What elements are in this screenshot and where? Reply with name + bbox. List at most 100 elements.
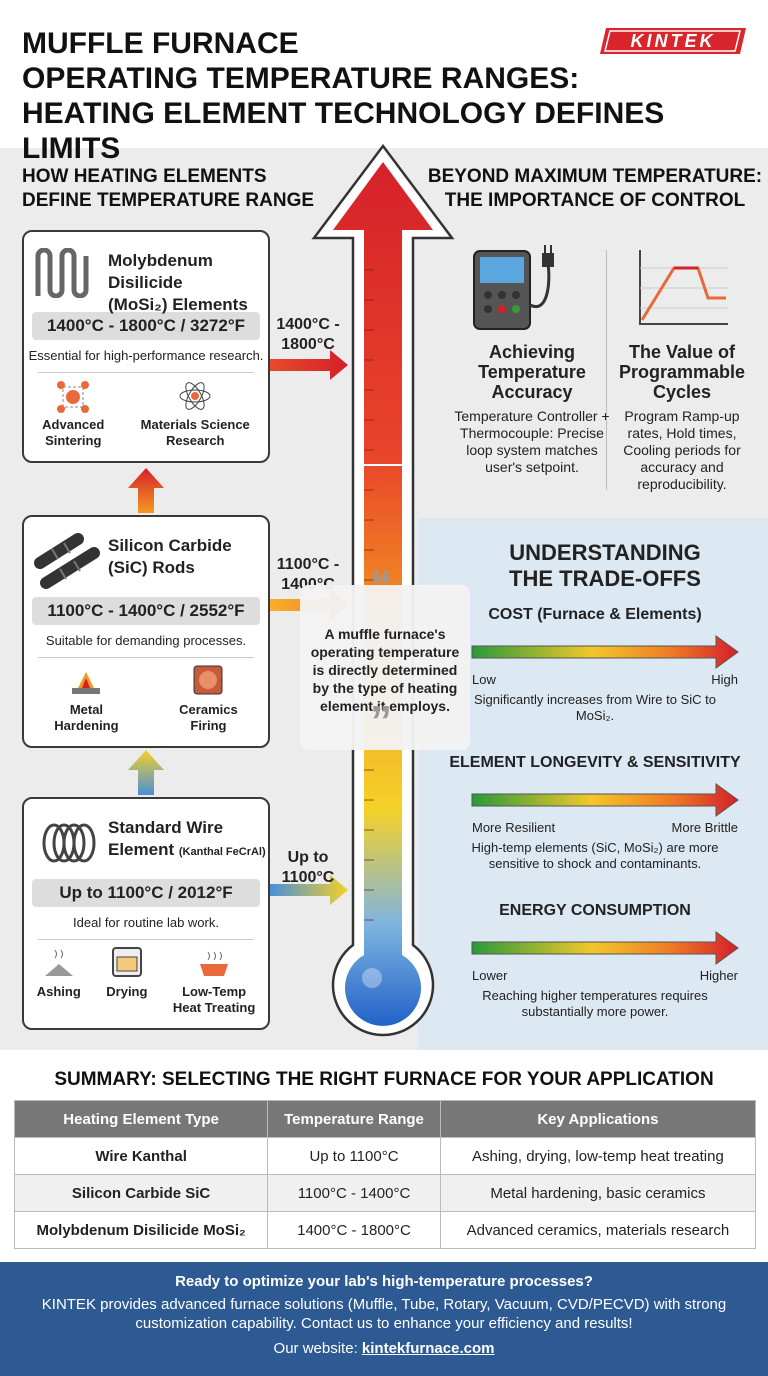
text: Drying [106, 984, 148, 999]
text: UNDERSTANDING [509, 540, 701, 565]
decoration [529, 264, 551, 309]
text: Sintering [45, 433, 102, 448]
high-label: Higher [699, 968, 738, 983]
text: HOW HEATING ELEMENTS [22, 166, 267, 187]
decoration [73, 560, 81, 572]
text: 1100°C - 1400°C [267, 1174, 441, 1212]
section-heading: UNDERSTANDING THE TRADE-OFFS [430, 540, 768, 592]
text: Element [108, 840, 175, 859]
decoration [40, 547, 100, 589]
decoration: Materials Science Research [141, 379, 250, 449]
text: DEFINE TEMPERATURE RANGE [22, 190, 315, 211]
decoration: Drying [106, 946, 147, 1016]
text: Programmable [618, 362, 746, 382]
text: Program Ramp-up rates, Hold times, Cooli… [623, 408, 741, 492]
decoration [179, 389, 211, 403]
element-card: Silicon Carbide (SiC) Rods 1100°C - 1400°… [22, 515, 270, 748]
quote: “ A muffle furnace's operating temperatu… [300, 564, 470, 750]
decoration [44, 949, 73, 976]
decoration [207, 951, 223, 961]
text: Ideal for routine lab work. [73, 915, 219, 930]
decoration [66, 390, 81, 404]
decoration [81, 381, 90, 389]
decoration [63, 542, 71, 554]
decoration [484, 291, 492, 299]
text: 1400°C - [276, 316, 340, 333]
temp-label: Up to 1100°C [268, 848, 348, 888]
tradeoff-note: Significantly increases from Wire to SiC… [473, 692, 717, 723]
decoration: Heating Element Type Temperature Range Key… [13, 1100, 757, 1138]
decoration [116, 956, 138, 972]
decoration [51, 542, 81, 580]
decoration [600, 28, 746, 54]
decoration [270, 350, 348, 380]
text: THE TRADE-OFFS [509, 566, 701, 591]
decoration [82, 678, 91, 688]
decoration: Molybdenum Disilicide (MoSi₂) Elements [108, 232, 268, 314]
decoration: Ceramics Firing [179, 664, 238, 734]
text: Accuracy [491, 382, 573, 402]
decoration [512, 291, 520, 299]
controller-icon [473, 245, 554, 330]
text: (MoSi₂) Elements [108, 295, 248, 314]
decoration [639, 250, 728, 325]
text: Low-Temp [182, 984, 247, 999]
decoration [38, 372, 254, 373]
decoration: Advanced Sintering [42, 379, 104, 449]
text: Molybdenum Disilicide MoSi₂ [13, 1211, 269, 1249]
temp-label: 1400°C - 1800°C [268, 315, 348, 355]
text: Ready to optimize your lab's high-temper… [175, 1273, 593, 1290]
text: 1400°C - 1800°C [267, 1211, 441, 1249]
text: Hardening [54, 718, 119, 733]
decoration [471, 635, 739, 669]
text: Ashing, drying, low-temp heat treating [439, 1137, 757, 1175]
control-item: The Value of Programmable Cycles Program R… [612, 342, 752, 493]
text: (SiC) Rods [108, 558, 195, 577]
website-link[interactable]: kintekfurnace.com [361, 1340, 495, 1357]
title: MUFFLE FURNACE OPERATING TEMPERATURE RANG… [22, 26, 768, 166]
decoration [200, 964, 229, 976]
text: 1100°C [281, 869, 335, 886]
decoration [484, 305, 492, 313]
decoration [484, 291, 520, 313]
text: Temperature [478, 362, 586, 382]
text: Cycles [652, 382, 712, 402]
tradeoff-item: ELEMENT LONGEVITY & SENSITIVITY More Resi… [430, 754, 760, 884]
decoration [193, 665, 223, 695]
decoration [42, 823, 96, 863]
tradeoff-title: COST (Furnace & Elements) [488, 606, 702, 623]
quote-mark: “ [370, 561, 392, 610]
text: Firing [190, 718, 227, 733]
decoration [471, 783, 739, 817]
decoration [72, 672, 101, 694]
summary-table: Heating Element Type Temperature Range Key… [13, 1100, 757, 1249]
tradeoff-arrow [471, 783, 739, 817]
decoration [640, 266, 726, 321]
decoration [57, 405, 66, 413]
text: Silicon Carbide SiC [13, 1174, 269, 1212]
text: Advanced ceramics, materials research [439, 1211, 757, 1249]
decoration [512, 305, 520, 313]
decoration: Heating Element Type Temperature Range Key… [13, 1100, 757, 1249]
decoration [199, 671, 218, 689]
text: Heat Treating [172, 1000, 256, 1015]
decoration: Metal Hardening [54, 664, 119, 734]
text: Wire Kanthal [13, 1137, 269, 1175]
quote-mark: ” [370, 697, 392, 746]
decoration: The Value of Programmable Cycles [612, 342, 752, 402]
text: 1100°C - 1400°C / 2552°F [32, 597, 260, 625]
decoration [38, 657, 254, 658]
logo: KINTEK [600, 28, 746, 54]
decoration [54, 949, 63, 959]
text: Research [165, 433, 225, 448]
decoration: Standard Wire Element (Kanthal FeCrAl) [108, 799, 268, 865]
decoration: Element (Kanthal FeCrAl) [108, 839, 268, 863]
decoration [191, 392, 200, 400]
decoration [72, 688, 101, 694]
decoration [38, 939, 254, 940]
cycle-chart-icon [639, 250, 728, 325]
text: 1800°C [281, 336, 335, 353]
decoration [51, 548, 59, 560]
decoration [542, 253, 554, 267]
text: Up to 1100°C [267, 1137, 441, 1175]
